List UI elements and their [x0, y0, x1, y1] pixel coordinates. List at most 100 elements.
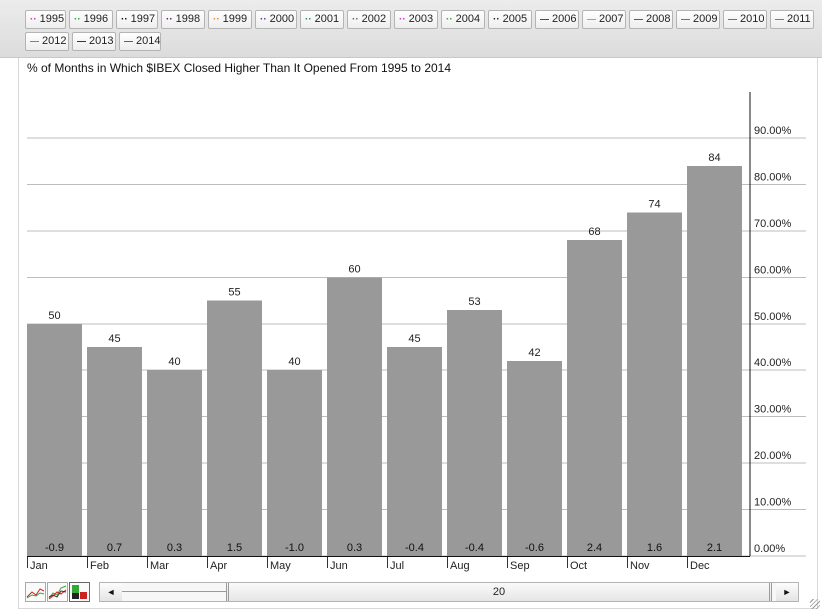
- line-chart-thumbnail-icon[interactable]: [25, 582, 46, 602]
- y-tick-label: 60.00%: [754, 264, 792, 276]
- bar-jan: [27, 323, 82, 556]
- legend-toggle-2014[interactable]: —2014: [119, 32, 161, 51]
- legend-label: 2013: [89, 35, 114, 47]
- resize-grip-icon[interactable]: [810, 599, 820, 609]
- bar-value-label: 45: [408, 333, 420, 345]
- bar-dec: [687, 165, 742, 556]
- scroll-left-button[interactable]: ◄: [100, 583, 122, 601]
- legend-swatch-icon: —: [587, 14, 596, 24]
- bar-value-label: 45: [108, 333, 120, 345]
- legend-toggle-2006[interactable]: —2006: [535, 10, 579, 29]
- legend-toggle-2008[interactable]: —2008: [629, 10, 673, 29]
- bar-mar: [147, 370, 202, 556]
- x-tick-label: Mar: [150, 560, 169, 572]
- legend-toggle-1995[interactable]: ·· 1995: [25, 10, 66, 29]
- legend-label: 2010: [740, 13, 765, 25]
- legend-label: 2001: [314, 13, 340, 25]
- legend-toggle-2009[interactable]: —2009: [676, 10, 720, 29]
- legend-swatch-icon: —: [775, 14, 784, 24]
- legend-toggle-1997[interactable]: ·· 1997: [116, 10, 158, 29]
- legend-label: 2007: [599, 13, 624, 25]
- x-tick-label: May: [270, 560, 291, 572]
- legend-label: 2009: [693, 13, 718, 25]
- bottom-toolbar: ◄ 20 ►: [0, 577, 822, 611]
- multi-line-chart-thumbnail-icon[interactable]: [47, 582, 68, 602]
- x-tick-label: Nov: [630, 560, 650, 572]
- scroll-right-button[interactable]: ►: [776, 583, 798, 601]
- legend-label: 2011: [787, 13, 811, 25]
- bar-aug: [447, 309, 502, 556]
- bar-bottom-label: 0.7: [107, 542, 122, 554]
- legend-bar: ·· 1995 ·· 1996 ·· 1997 ·· 1998 ·· 1999 ·· 2000 ·· 20…: [0, 0, 822, 58]
- y-tick-label: 70.00%: [754, 218, 792, 230]
- x-tick-label: Oct: [570, 560, 587, 572]
- bar-bottom-label: -1.0: [285, 542, 304, 554]
- legend-label: 2002: [361, 13, 387, 25]
- legend-label: 1997: [130, 13, 156, 25]
- bar-bottom-label: 1.6: [647, 542, 662, 554]
- legend-toggle-2002[interactable]: ·· 2002: [347, 10, 391, 29]
- bar-value-label: 55: [228, 287, 240, 299]
- bar-chart-thumbnail-icon[interactable]: [69, 582, 90, 602]
- legend-label: 2012: [42, 35, 67, 47]
- legend-swatch-icon: —: [30, 36, 39, 46]
- legend-swatch-icon: ··: [446, 14, 453, 25]
- legend-swatch-icon: ··: [260, 14, 267, 25]
- legend-toggle-2003[interactable]: ·· 2003: [394, 10, 438, 29]
- bar-value-label: 40: [288, 356, 300, 368]
- legend-label: 2004: [455, 13, 481, 25]
- bar-jun: [327, 277, 382, 556]
- legend-swatch-icon: ··: [305, 14, 312, 25]
- legend-swatch-icon: —: [681, 14, 690, 24]
- bar-sep: [507, 360, 562, 556]
- legend-toggle-2013[interactable]: —2013: [72, 32, 116, 51]
- legend-swatch-icon: —: [634, 14, 643, 24]
- legend-swatch-icon: —: [77, 36, 86, 46]
- bar-bottom-label: -0.9: [45, 542, 64, 554]
- x-tick-label: Aug: [450, 560, 470, 572]
- legend-toggle-2004[interactable]: ·· 2004: [441, 10, 485, 29]
- legend-toggle-2011[interactable]: —2011: [770, 10, 814, 29]
- legend-toggle-2001[interactable]: ·· 2001: [300, 10, 344, 29]
- bar-feb: [87, 347, 142, 556]
- x-tick-label: Feb: [90, 560, 109, 572]
- legend-swatch-icon: ··: [166, 14, 173, 25]
- bar-jul: [387, 347, 442, 556]
- y-tick-label: 80.00%: [754, 171, 792, 183]
- bar-bottom-label: 2.4: [587, 542, 602, 554]
- legend-swatch-icon: ··: [30, 14, 37, 25]
- legend-label: 2014: [136, 35, 161, 47]
- y-tick-label: 50.00%: [754, 311, 792, 323]
- bar-value-label: 84: [708, 152, 720, 164]
- bar-bottom-label: -0.6: [525, 542, 544, 554]
- bar-bottom-label: 1.5: [227, 542, 242, 554]
- scroll-thumb[interactable]: 20: [226, 583, 772, 601]
- period-scrollbar[interactable]: ◄ 20 ►: [99, 582, 799, 602]
- legend-toggle-1998[interactable]: ·· 1998: [161, 10, 205, 29]
- bar-nov: [627, 212, 682, 557]
- legend-label: 1996: [83, 13, 109, 25]
- x-tick-label: Dec: [690, 560, 710, 572]
- legend-toggle-2007[interactable]: —2007: [582, 10, 626, 29]
- bar-value-label: 68: [588, 226, 600, 238]
- seasonality-chart: 0.00% 10.00% 20.00% 30.00% 40.00% 50.00% 60.00…: [27, 92, 806, 572]
- legend-toggle-2005[interactable]: ·· 2005: [488, 10, 532, 29]
- bar-bottom-label: 2.1: [707, 542, 722, 554]
- bar-value-label: 40: [168, 356, 180, 368]
- legend-toggle-2012[interactable]: —2012: [25, 32, 69, 51]
- bar-apr: [207, 300, 262, 556]
- legend-toggle-1999[interactable]: ·· 1999: [208, 10, 252, 29]
- legend-label: 2008: [646, 13, 671, 25]
- legend-label: 2003: [408, 13, 434, 25]
- x-tick-label: Jan: [30, 560, 48, 572]
- legend-toggle-2010[interactable]: —2010: [723, 10, 767, 29]
- bar-value-label: 53: [468, 296, 480, 308]
- bar-oct: [567, 240, 622, 556]
- scroll-track-line: [122, 591, 226, 592]
- legend-swatch-icon: ··: [352, 14, 359, 25]
- legend-toggle-1996[interactable]: ·· 1996: [69, 10, 113, 29]
- legend-toggle-2000[interactable]: ·· 2000: [255, 10, 297, 29]
- legend-swatch-icon: ··: [399, 14, 406, 25]
- legend-swatch-icon: —: [540, 14, 549, 24]
- bar-bottom-label: 0.3: [347, 542, 362, 554]
